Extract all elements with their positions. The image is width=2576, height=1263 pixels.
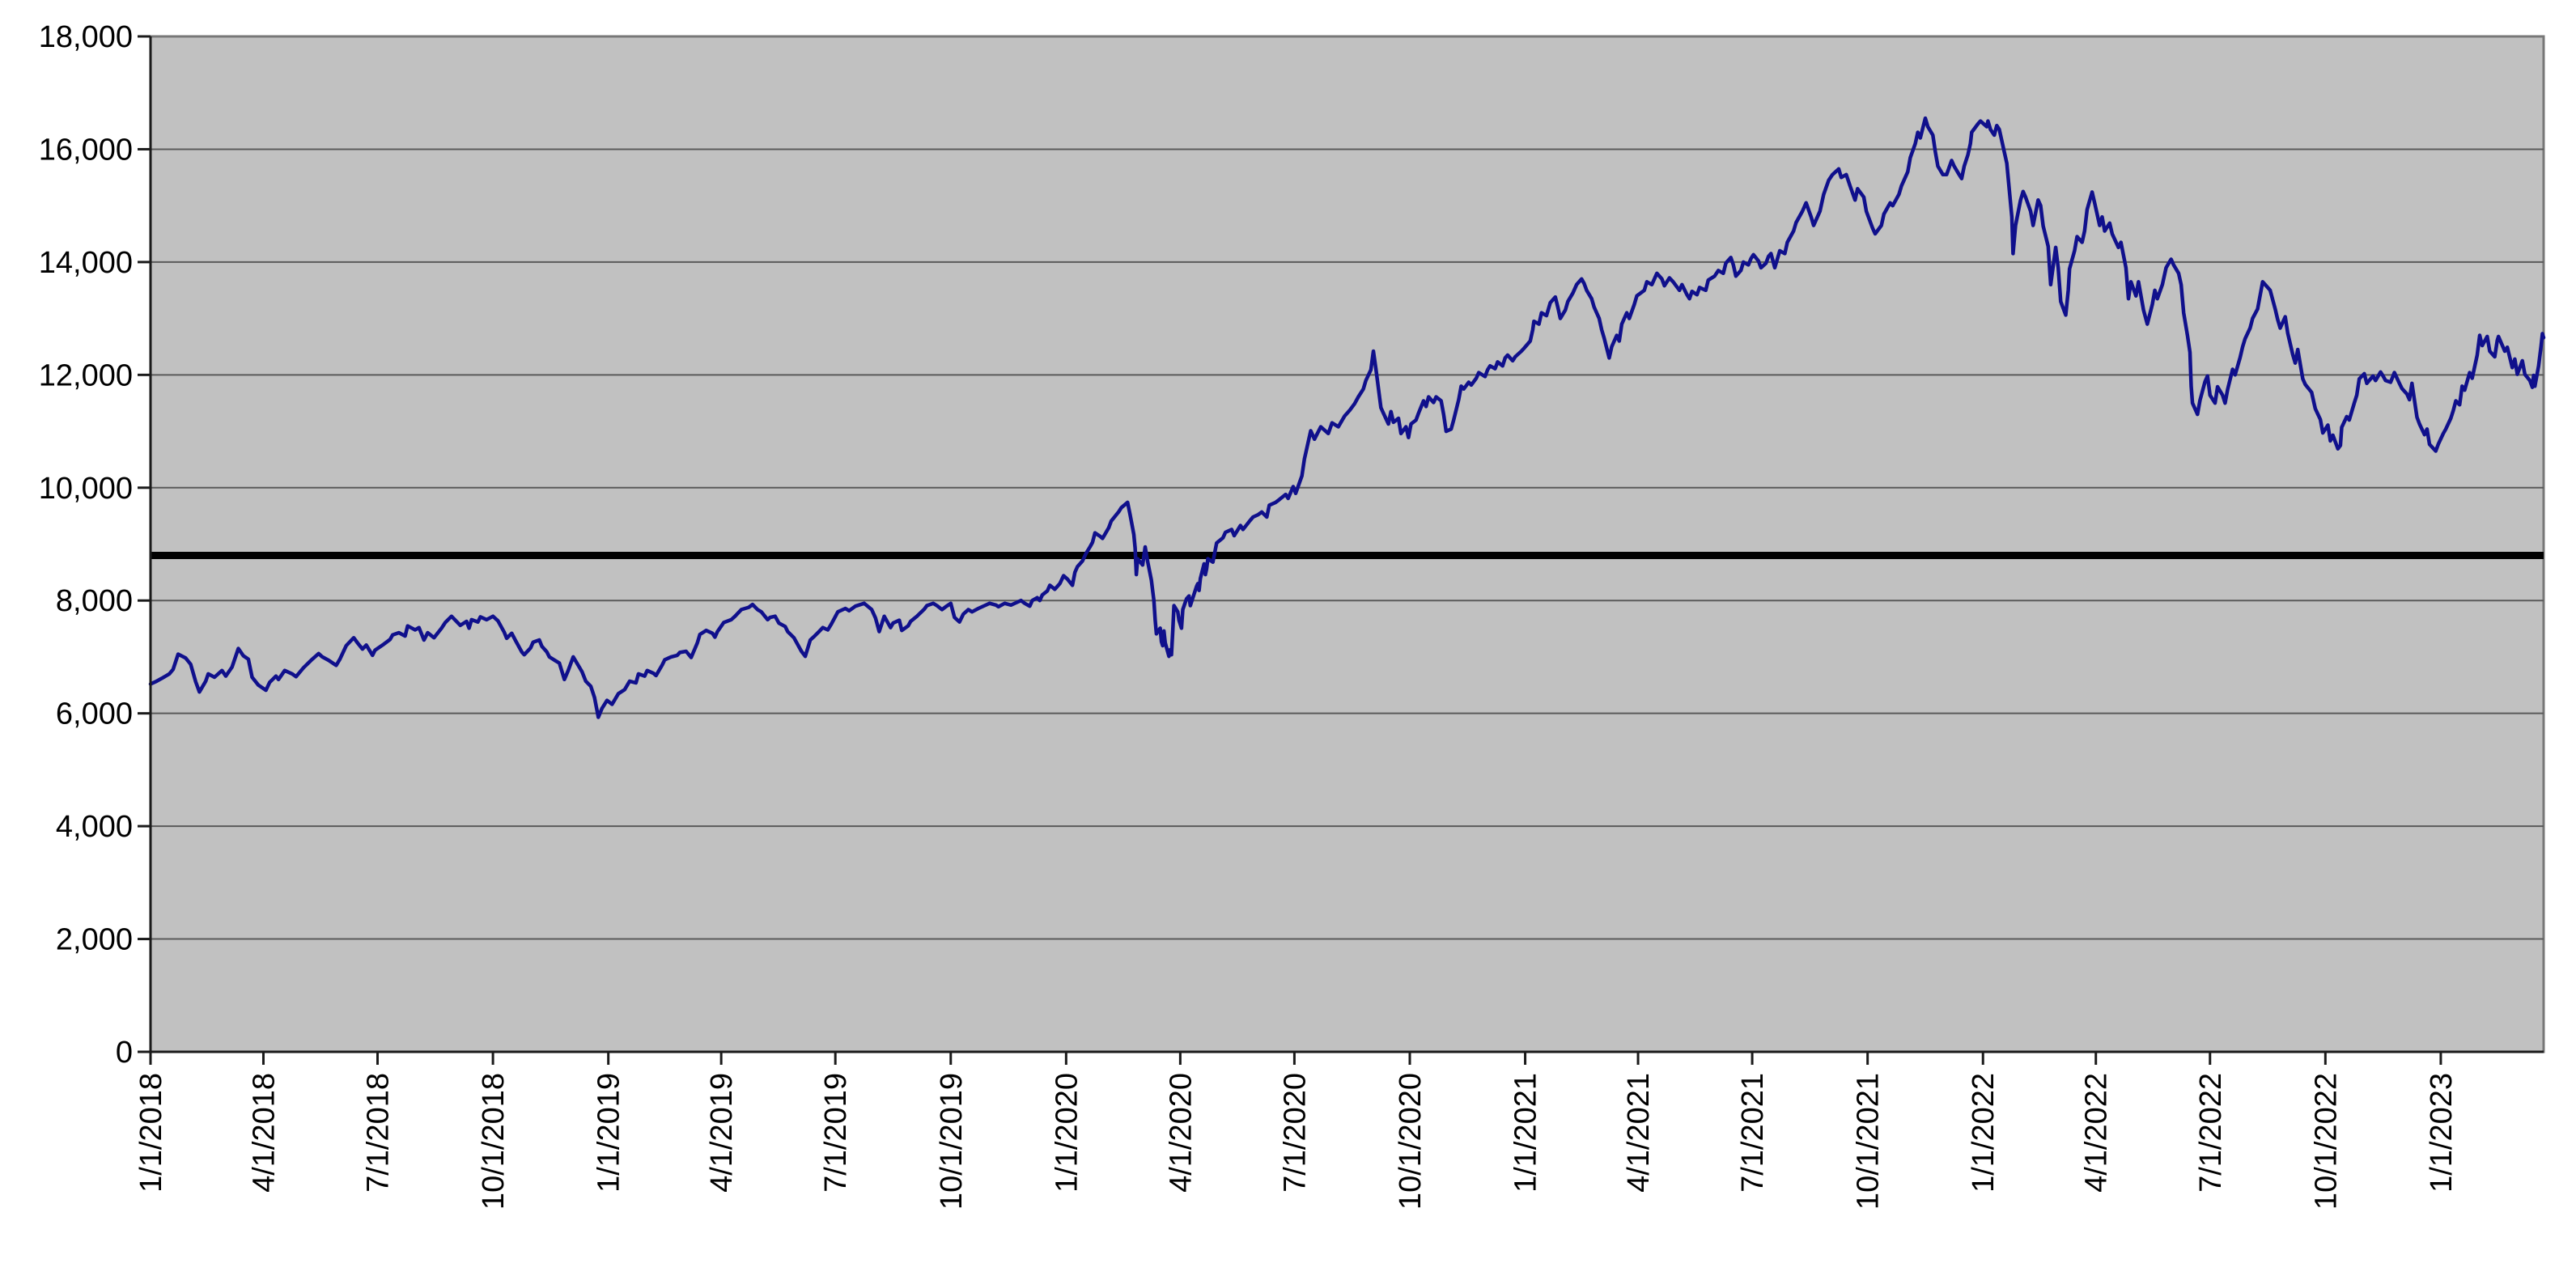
x-tick-label: 1/1/2021 [1509, 1073, 1543, 1193]
plot-background [149, 35, 2545, 1053]
y-axis-ticks [138, 35, 151, 1053]
x-tick-label: 7/1/2021 [1736, 1073, 1770, 1193]
price-line-series [148, 116, 2546, 719]
price-line [148, 116, 2546, 719]
plot-area [149, 35, 2545, 1053]
y-tick-label: 0 [116, 1036, 133, 1070]
x-tick-label: 10/1/2018 [477, 1073, 511, 1210]
x-tick-label: 10/1/2022 [2309, 1073, 2343, 1210]
x-axis-ticks [149, 1052, 2442, 1065]
y-tick-label: 8,000 [56, 584, 133, 618]
y-tick-label: 18,000 [39, 20, 133, 54]
y-tick-label: 14,000 [39, 246, 133, 280]
x-tick-label: 1/1/2020 [1050, 1073, 1084, 1193]
x-tick-label: 7/1/2020 [1278, 1073, 1312, 1193]
x-tick-label: 1/1/2022 [1967, 1073, 2001, 1193]
x-tick-label: 7/1/2019 [819, 1073, 853, 1193]
y-gridlines [151, 148, 2544, 940]
y-tick-label: 12,000 [39, 358, 133, 392]
x-tick-label: 7/1/2018 [362, 1073, 396, 1193]
x-tick-label: 10/1/2019 [935, 1073, 969, 1210]
x-tick-label: 7/1/2022 [2194, 1073, 2228, 1193]
x-tick-label: 4/1/2018 [247, 1073, 281, 1193]
y-tick-label: 6,000 [56, 697, 133, 731]
x-tick-label: 1/1/2019 [592, 1073, 626, 1193]
y-tick-label: 10,000 [39, 472, 133, 506]
axis-lines [149, 36, 2544, 1053]
x-tick-label: 4/1/2019 [705, 1073, 739, 1193]
x-tick-label: 10/1/2021 [1852, 1073, 1886, 1210]
y-tick-label: 2,000 [56, 923, 133, 957]
x-tick-label: 4/1/2022 [2080, 1073, 2114, 1193]
x-tick-label: 10/1/2020 [1394, 1073, 1428, 1210]
y-axis-labels: 0 2,000 4,000 6,000 8,000 10,000 12,000 14,000 1… [39, 20, 133, 1070]
y-tick-label: 16,000 [39, 133, 133, 167]
x-tick-label: 1/1/2023 [2425, 1073, 2459, 1193]
y-tick-label: 4,000 [56, 810, 133, 844]
x-axis-labels: 1/1/2018 4/1/2018 7/1/2018 10/1/2018 1/1/201… [134, 1073, 2459, 1210]
x-tick-label: 1/1/2018 [134, 1073, 168, 1193]
x-tick-label: 4/1/2021 [1622, 1073, 1656, 1193]
x-tick-label: 4/1/2020 [1164, 1073, 1198, 1193]
